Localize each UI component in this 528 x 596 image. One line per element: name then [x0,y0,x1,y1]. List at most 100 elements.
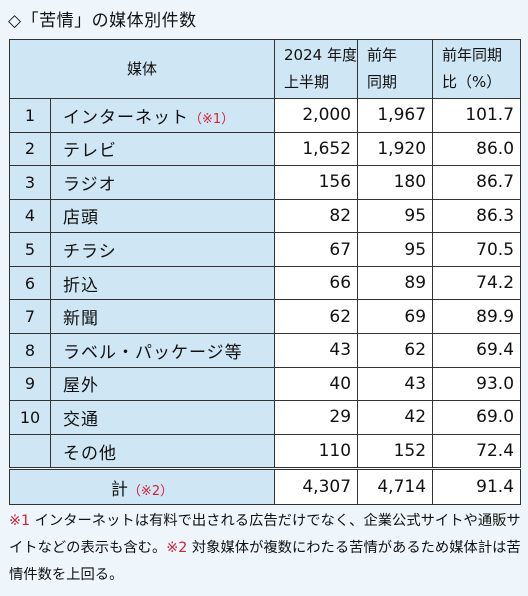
media-name-cell: ラベル・パッケージ等 [49,332,276,368]
media-name-cell: インターネット（※1） [49,98,276,133]
media-name-cell: ラジオ [49,165,276,200]
total-label-cell: 計（※2） [8,467,276,505]
table-body: 1 インターネット（※1） 2,000 1,967 101.7 2 テレビ 1,652 1,92… [9,98,522,470]
total-current-period: 4,307 [274,467,359,505]
yoy-ratio: 89.9 [432,299,522,334]
row-number [9,433,51,470]
media-name: 交通 [63,409,99,430]
media-name-cell: 店頭 [49,198,276,234]
total-note: （※2） [127,483,174,499]
yoy-ratio: 101.7 [432,98,522,133]
current-period-count: 29 [274,400,359,435]
media-note: （※1） [189,111,235,127]
media-name: 屋外 [63,376,99,397]
media-name-cell: 折込 [49,265,276,301]
footnote-text-2: 対象媒体が複数にわたる苦情があるため媒体計は苦情件数を上回る。 [9,540,521,583]
media-name: インターネット [63,107,189,128]
header-previous-period: 前年 同期 [357,39,434,99]
table-row: 10 交通 29 42 69.0 [9,400,522,435]
media-name-cell: その他 [49,433,276,470]
current-period-count: 110 [274,433,359,470]
current-period-count: 40 [274,366,359,402]
header-yoy-ratio-line1: 前年同期 [442,46,503,64]
previous-period-count: 89 [357,265,434,301]
media-name: ラベル・パッケージ等 [63,342,243,363]
row-number: 4 [9,198,51,234]
previous-period-count: 95 [357,198,434,234]
header-media: 媒体 [8,39,276,99]
media-name-cell: 新聞 [49,299,276,334]
row-number: 10 [9,400,51,435]
media-name: チラシ [63,242,117,263]
page-title: ◇「苦情」の媒体別件数 [8,11,197,31]
previous-period-count: 180 [357,165,434,200]
yoy-ratio: 86.7 [432,165,522,200]
media-name: 新聞 [63,309,99,330]
yoy-ratio: 74.2 [432,265,522,301]
media-name-cell: テレビ [49,131,276,167]
table-row: 9 屋外 40 43 93.0 [9,366,522,402]
yoy-ratio: 93.0 [432,366,522,402]
previous-period-count: 43 [357,366,434,402]
row-number: 8 [9,332,51,368]
previous-period-count: 62 [357,332,434,368]
media-name: 店頭 [63,208,99,229]
table-row: 5 チラシ 67 95 70.5 [9,232,522,267]
media-name-cell: チラシ [49,232,276,267]
current-period-count: 66 [274,265,359,301]
header-previous-period-line2: 同期 [367,73,398,91]
table-header-row: 媒体 2024 年度 上半期 前年 同期 前年同期 比（%） [8,39,522,99]
yoy-ratio: 69.4 [432,332,522,368]
header-yoy-ratio: 前年同期 比（%） [432,39,522,99]
table-row: 7 新聞 62 69 89.9 [9,299,522,334]
footnote-mark-2: ※2 [166,540,188,556]
media-name: ラジオ [63,174,117,195]
total-row: 計（※2） 4,307 4,714 91.4 [8,467,522,505]
footnote: ※1 インターネットは有料で出される広告だけでなく、企業公式サイトや通販サイトな… [9,508,523,589]
total-yoy-ratio: 91.4 [432,467,522,505]
table-row: 1 インターネット（※1） 2,000 1,967 101.7 [9,98,522,133]
row-number: 9 [9,366,51,402]
current-period-count: 82 [274,198,359,234]
row-number: 1 [9,98,51,133]
table-row: 4 店頭 82 95 86.3 [9,198,522,234]
media-name: 折込 [63,275,99,296]
footnote-mark-1: ※1 [9,513,31,529]
current-period-count: 67 [274,232,359,267]
row-number: 2 [9,131,51,167]
current-period-count: 2,000 [274,98,359,133]
yoy-ratio: 86.0 [432,131,522,167]
header-previous-period-line1: 前年 [367,46,398,64]
table-row: その他 110 152 72.4 [9,433,522,470]
header-current-period-line2: 上半期 [284,73,330,91]
total-previous-period: 4,714 [357,467,434,505]
current-period-count: 62 [274,299,359,334]
table-row: 3 ラジオ 156 180 86.7 [9,165,522,200]
previous-period-count: 95 [357,232,434,267]
yoy-ratio: 69.0 [432,400,522,435]
row-number: 7 [9,299,51,334]
total-label: 計 [110,479,128,500]
previous-period-count: 42 [357,400,434,435]
table-row: 6 折込 66 89 74.2 [9,265,522,301]
yoy-ratio: 70.5 [432,232,522,267]
table-row: 8 ラベル・パッケージ等 43 62 69.4 [9,332,522,368]
yoy-ratio: 72.4 [432,433,522,470]
previous-period-count: 69 [357,299,434,334]
media-name: その他 [63,443,117,464]
current-period-count: 1,652 [274,131,359,167]
previous-period-count: 1,920 [357,131,434,167]
media-name-cell: 屋外 [49,366,276,402]
row-number: 6 [9,265,51,301]
footnote-text-1: インターネットは有料で出される広告だけでなく、企業公式サイトや通販サイトなどの表… [9,513,521,556]
header-yoy-ratio-line2: 比（%） [442,73,502,91]
previous-period-count: 1,967 [357,98,434,133]
previous-period-count: 152 [357,433,434,470]
yoy-ratio: 86.3 [432,198,522,234]
current-period-count: 156 [274,165,359,200]
row-number: 5 [9,232,51,267]
header-current-period: 2024 年度 上半期 [274,39,359,99]
complaints-by-media-table: 媒体 2024 年度 上半期 前年 同期 前年同期 比（%） 1 インターネット（… [8,39,522,505]
table-row: 2 テレビ 1,652 1,920 86.0 [9,131,522,167]
current-period-count: 43 [274,332,359,368]
